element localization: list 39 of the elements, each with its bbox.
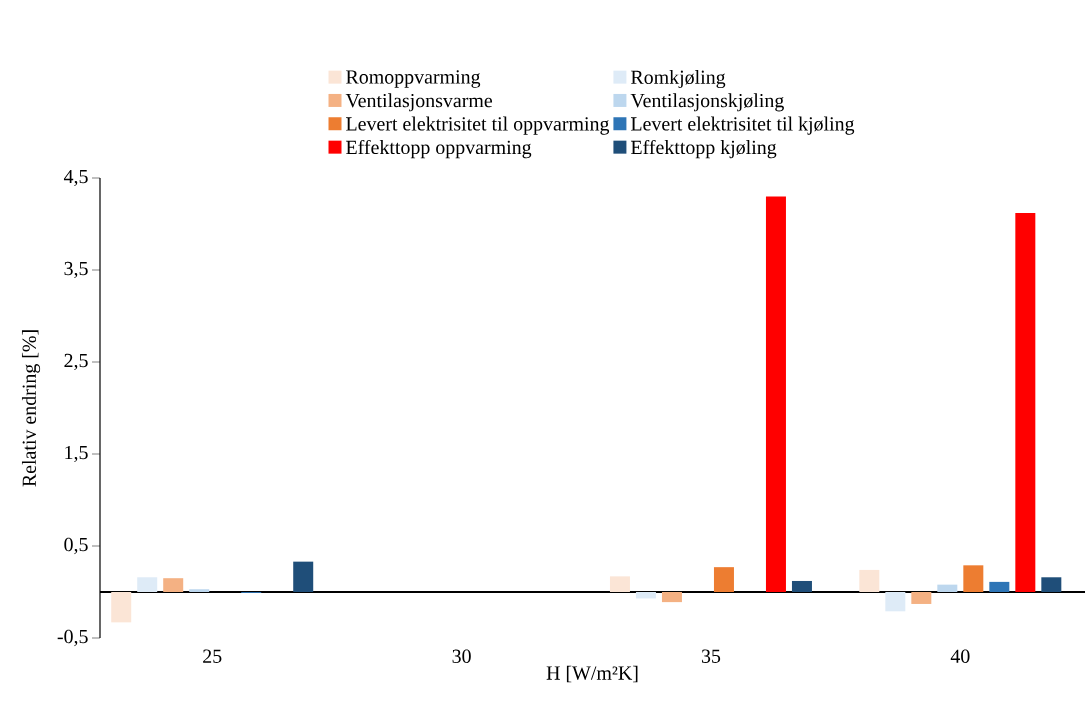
- bar: [189, 589, 210, 592]
- x-axis-title: H [W/m²K]: [546, 665, 638, 683]
- legend-label: Romoppvarming: [346, 70, 481, 88]
- x-tick-label: 40: [950, 649, 970, 663]
- y-tick-label: 3,5: [64, 261, 88, 279]
- bar: [661, 592, 682, 603]
- bar: [609, 576, 630, 592]
- legend-label: Levert elektrisitet til oppvarming: [346, 116, 610, 135]
- bar: [293, 561, 314, 592]
- legend-label: Ventilasjonskjøling: [630, 93, 784, 112]
- x-tick-label: 30: [452, 649, 471, 663]
- bar: [1015, 212, 1036, 592]
- bar: [713, 567, 734, 592]
- bar: [989, 581, 1010, 592]
- x-tick-label: 35: [701, 649, 721, 663]
- bar: [885, 592, 906, 612]
- y-tick-label: 4,5: [63, 169, 88, 187]
- y-tick-label: 2,5: [64, 353, 88, 371]
- legend-label: Ventilasjonsvarme: [345, 93, 493, 112]
- legend-label: Effekttopp oppvarming: [346, 139, 532, 159]
- bar: [963, 565, 984, 592]
- y-axis-title: Relativ endring [%]: [21, 330, 41, 487]
- bar: [163, 578, 184, 592]
- legend-label: Romkjøling: [630, 69, 726, 89]
- bar: [137, 577, 158, 592]
- bar: [937, 584, 958, 592]
- bar: [635, 592, 656, 599]
- legend-label: Effekttopp kjøling: [630, 139, 777, 159]
- y-tick-label: -0,5: [57, 629, 88, 647]
- bar: [111, 592, 132, 623]
- bar: [765, 196, 786, 592]
- y-tick-label: 1,5: [65, 445, 88, 463]
- bar: [911, 592, 932, 604]
- bar: [1041, 577, 1062, 592]
- x-tick-label: 25: [203, 649, 222, 663]
- legend-label: Levert elektrisitet til kjøling: [630, 116, 855, 135]
- bar: [859, 569, 880, 592]
- bar: [791, 580, 812, 592]
- y-tick-label: 0,5: [64, 537, 88, 555]
